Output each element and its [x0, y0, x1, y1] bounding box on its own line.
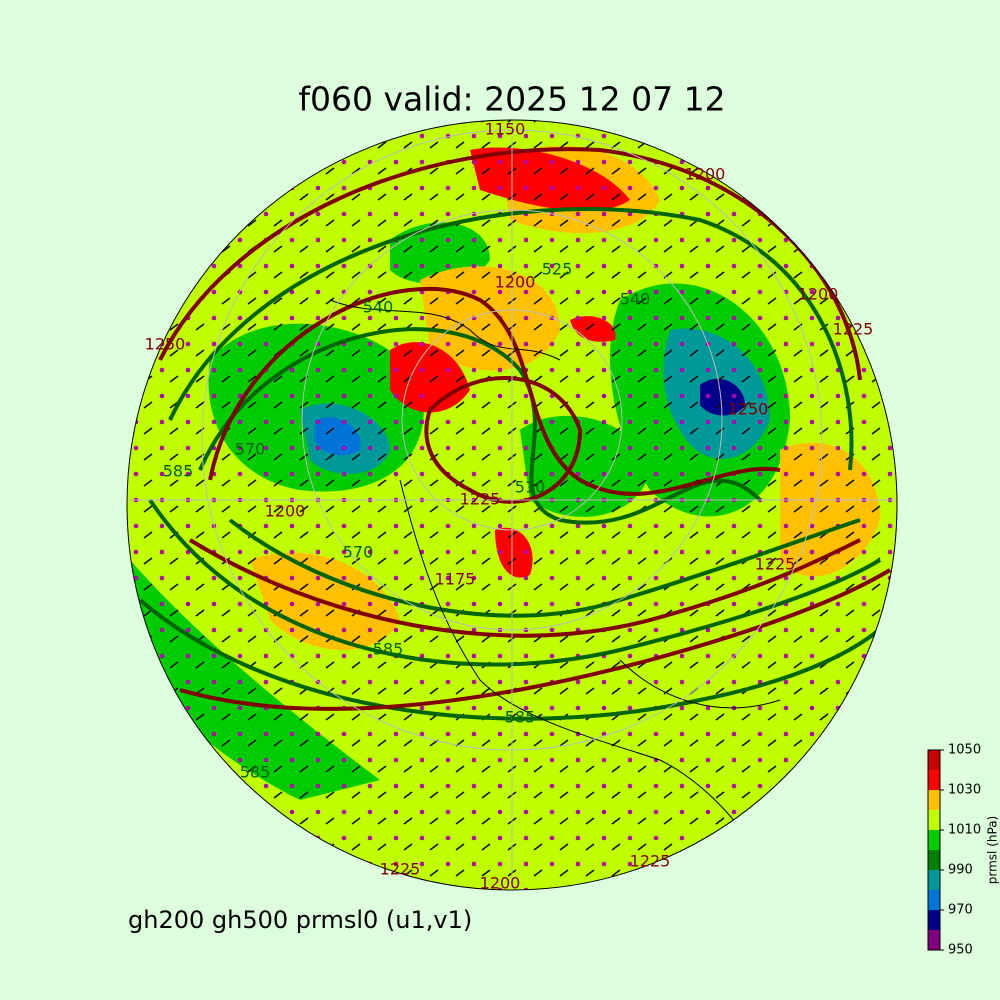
title: f060 valid: 2025 12 07 12: [298, 80, 725, 119]
contour-label: 1200: [480, 874, 521, 893]
contour-label: 1200: [495, 273, 536, 292]
colorbar-tick-label: 1010: [948, 823, 981, 838]
colorbar-segment: [928, 770, 940, 790]
contour-label: 1250: [145, 335, 186, 354]
colorbar-segment: [928, 910, 940, 930]
contour-label: 1200: [265, 502, 306, 521]
contour-label: 540: [620, 290, 651, 309]
colorbar-tick-label: 990: [948, 863, 973, 878]
colorbar-segment: [928, 930, 940, 950]
contour-label: 1225: [833, 320, 874, 339]
colorbar-tick-label: 1050: [948, 743, 981, 758]
contour-label: 1250: [728, 400, 769, 419]
colorbar-frame: [927, 749, 941, 951]
contour-label: 1225: [460, 490, 501, 509]
contour-labels: 1150 1200 1250 540 1200 525 540 1225 1200 570 585 1…: [145, 120, 874, 893]
contour-label: 570: [235, 440, 266, 459]
colorbar-segment: [928, 790, 940, 810]
contour-label: 585: [505, 708, 536, 727]
colorbar-tick-label: 970: [948, 903, 973, 918]
contour-label: 1225: [755, 555, 796, 574]
globe: [127, 120, 897, 890]
contour-label: 1200: [798, 285, 839, 304]
coastlines: [329, 299, 781, 861]
colorbar-segment: [928, 750, 940, 770]
colorbar-segment: [928, 810, 940, 830]
colorbar-tick-label: 950: [948, 943, 973, 958]
colorbar-segment: [928, 890, 940, 910]
contour-label: 570: [343, 543, 374, 562]
contour-label: 1225: [380, 860, 421, 879]
graticule: [130, 120, 897, 890]
contours: [138, 147, 892, 721]
contour-label: 525: [542, 260, 573, 279]
colorbar: 950 970 990 1010 1030 1050: [927, 743, 981, 958]
colorbar-segment: [928, 850, 940, 870]
contour-label: 1175: [435, 570, 476, 589]
globe-outline: [126, 119, 898, 891]
colorbar-tick-label: 1030: [948, 783, 981, 798]
subtitle: gh200 gh500 prmsl0 (u1,v1): [128, 906, 472, 934]
colorbar-segment: [928, 830, 940, 850]
contour-label: 585: [373, 640, 404, 659]
contour-label: 585: [240, 763, 271, 782]
contour-label: 1150: [485, 120, 526, 139]
contour-label: 510: [515, 478, 546, 497]
contour-label: 585: [163, 462, 194, 481]
colorbar-label: prmsl (hPa): [986, 816, 1000, 884]
contour-label: 1225: [630, 852, 671, 871]
colorbar-segment: [928, 870, 940, 890]
contour-label: 1200: [685, 165, 726, 184]
contour-label: 540: [363, 298, 394, 317]
